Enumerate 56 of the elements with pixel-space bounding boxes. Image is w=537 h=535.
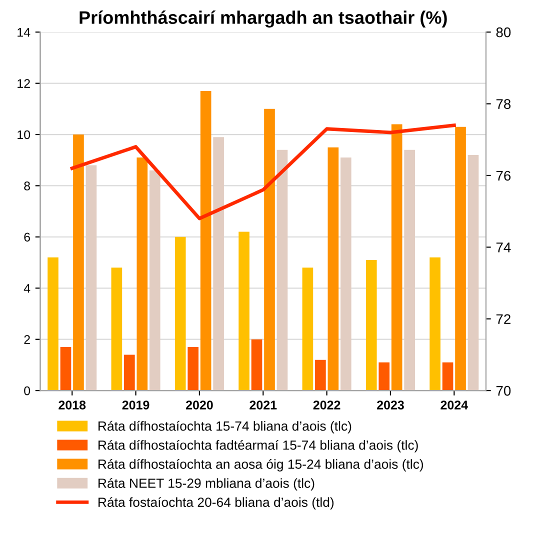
bar <box>276 150 288 391</box>
y2-tick-label: 74 <box>496 242 511 252</box>
bar <box>251 339 262 391</box>
y-tick-label: 2 <box>24 335 30 344</box>
bar <box>238 232 250 391</box>
bar <box>188 347 198 391</box>
y2-tick-label: 72 <box>496 314 510 324</box>
bar <box>48 257 58 391</box>
chart-title: Príomhtháscairí mhargadh an tsaothair (%) <box>80 10 447 28</box>
bar <box>200 90 212 391</box>
bar <box>328 147 339 391</box>
y2-tick-label: 70 <box>496 386 511 396</box>
bar <box>442 362 454 391</box>
bar <box>468 154 479 391</box>
line-series <box>70 124 456 220</box>
bar <box>391 124 402 391</box>
x-tick-label: 2023 <box>377 400 404 410</box>
legend-label: Ráta NEET 15-29 mbliana d’aois (tlc) <box>98 478 314 491</box>
x-tick-label: 2019 <box>122 400 150 410</box>
bar <box>455 126 466 391</box>
y2-tick-label: 78 <box>496 99 511 109</box>
y-tick-label: 8 <box>24 182 30 190</box>
bar <box>174 236 186 391</box>
legend-label: Ráta dífhostaíochta 15-74 bliana d’aois (tlc) <box>98 420 352 434</box>
bar <box>404 150 415 391</box>
y-tick-label: 10 <box>18 130 30 140</box>
legend-label: Ráta dífhostaíochta an aosa óig 15-24 bliana d’aois (tlc) <box>98 459 424 472</box>
x-tick-label: 2021 <box>250 400 277 410</box>
legend-label: Ráta dífhostaíochta fadtéarmaí 15-74 bliana d’aois (tlc) <box>98 440 418 452</box>
bar <box>60 347 72 391</box>
bar <box>136 158 148 391</box>
legend-label: Ráta fostaíochta 20-64 bliana d’aois (tld) <box>98 497 334 510</box>
bar <box>264 108 275 391</box>
bar <box>340 158 352 391</box>
y-tick-label: 12 <box>18 79 30 88</box>
x-tick-label: 2018 <box>58 400 86 410</box>
bar <box>213 137 224 391</box>
y-tick-label: 14 <box>18 28 30 37</box>
y2-tick-label: 76 <box>496 170 511 181</box>
bar <box>124 354 135 391</box>
bar <box>302 268 314 391</box>
y2-tick-label: 80 <box>496 27 511 38</box>
bar <box>86 165 97 391</box>
x-tick-label: 2024 <box>440 400 468 410</box>
x-tick-label: 2020 <box>186 400 213 410</box>
bar <box>73 134 84 391</box>
y-tick-label: 6 <box>24 232 30 242</box>
bar <box>111 268 122 391</box>
bar <box>430 257 440 391</box>
y-tick-label: 4 <box>24 284 30 293</box>
y-tick-label: 0 <box>24 386 30 396</box>
x-tick-label: 2022 <box>313 400 340 410</box>
bar <box>366 260 377 391</box>
bar <box>149 170 160 391</box>
bar <box>315 360 326 391</box>
bar <box>378 362 390 391</box>
